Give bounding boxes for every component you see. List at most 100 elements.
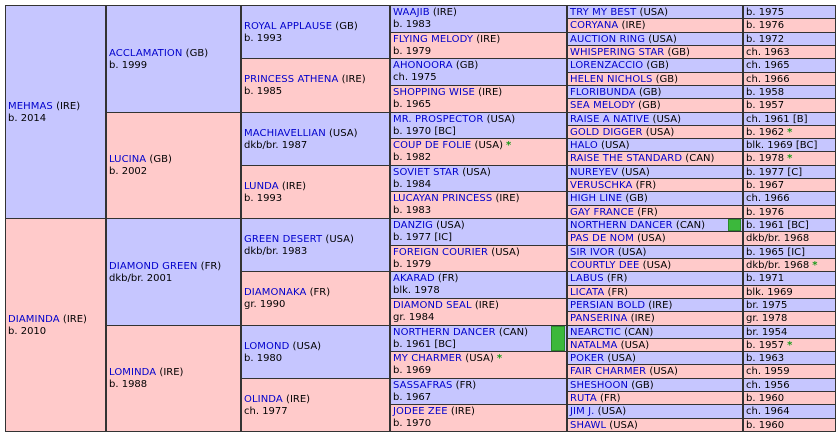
horse-name-link[interactable]: NUREYEV — [570, 167, 619, 178]
horse-info: ch. 1959 — [746, 366, 790, 377]
horse-info: b. 1960 — [746, 420, 785, 431]
horse-name-link[interactable]: MR. PROSPECTOR — [393, 114, 484, 125]
horse-name-line: CORYANA (IRE) — [570, 20, 646, 31]
horse-name-link[interactable]: JODEE ZEE — [393, 406, 448, 417]
pedigree-cell-gen4-11: AKARAD (FR) blk. 1978 — [390, 271, 567, 299]
horse-info: gr. 1990 — [244, 299, 286, 310]
horse-name-link[interactable]: SOVIET STAR — [393, 167, 460, 178]
pedigree-cell-gen4-7: SOVIET STAR (USA) b. 1984 — [390, 165, 567, 192]
horse-name-link[interactable]: VERUSCHKA — [570, 180, 633, 191]
horse-name-line: GOLD DIGGER (USA) — [570, 127, 675, 138]
horse-country: USA — [332, 127, 354, 139]
horse-name-link[interactable]: GAY FRANCE — [570, 207, 635, 218]
horse-name-link[interactable]: TRY MY BEST — [570, 7, 637, 18]
horse-name-link[interactable]: FAIR CHARMER — [570, 366, 647, 377]
pedigree-cell-gen5-6: HELEN NICHOLS (GB) — [567, 72, 743, 86]
horse-name-link[interactable]: NEARCTIC — [570, 327, 621, 338]
horse-name-link[interactable]: DIAMOND GREEN — [109, 260, 198, 272]
horse-name-link[interactable]: COUP DE FOLIE — [393, 140, 472, 151]
horse-name-link[interactable]: POKER — [570, 353, 605, 364]
horse-name-link[interactable]: ROYAL APPLAUSE — [244, 20, 333, 32]
horse-name-link[interactable]: DIAMONAKA — [244, 287, 307, 298]
pedigree-info-cell-gen5-8: b. 1957 — [743, 98, 836, 113]
horse-name-link[interactable]: LOMINDA — [109, 367, 157, 378]
horse-name-link[interactable]: CORYANA — [570, 20, 619, 31]
horse-country: IRE — [454, 406, 472, 417]
horse-name-link[interactable]: MACHIAVELLIAN — [244, 127, 326, 139]
pedigree-cell-gen5-5: LORENZACCIO (GB) — [567, 58, 743, 73]
horse-name-link[interactable]: RUTA — [570, 393, 597, 404]
horse-name-link[interactable]: MY CHARMER — [393, 353, 463, 364]
horse-country: FR — [611, 287, 625, 298]
horse-info: b. 1971 — [746, 273, 785, 284]
horse-name-line: LOMOND (USA) — [244, 340, 322, 352]
horse-name-line: SASSAFRAS (FR) — [393, 380, 477, 391]
horse-name-link[interactable]: PERSIAN BOLD — [570, 300, 646, 311]
horse-name-link[interactable]: HIGH LINE — [570, 193, 623, 204]
horse-name-link[interactable]: SIR IVOR — [570, 247, 615, 258]
horse-name-link[interactable]: SHAWL — [570, 420, 607, 431]
horse-info: b. 1961 [BC] — [746, 220, 809, 231]
horse-info: b. 1983 — [393, 205, 432, 216]
horse-name-link[interactable]: DIAMOND SEAL — [393, 300, 472, 311]
horse-name-link[interactable]: HALO — [570, 140, 598, 151]
horse-country: FR — [639, 180, 653, 191]
horse-country: GB — [642, 100, 657, 111]
horse-name-link[interactable]: FLORIBUNDA — [570, 87, 636, 98]
horse-country: USA — [495, 247, 516, 258]
horse-name-link[interactable]: SHOPPING WISE — [393, 87, 475, 98]
horse-name-link[interactable]: NORTHERN DANCER — [393, 327, 496, 338]
horse-name-line: VERUSCHKA (FR) — [570, 180, 657, 191]
pedigree-info-cell-gen5-1: b. 1975 — [743, 5, 836, 19]
horse-name-link[interactable]: SASSAFRAS — [393, 380, 453, 391]
horse-name-link[interactable]: AUCTION RING — [570, 34, 646, 45]
horse-name-line: PAS DE NOM (USA) — [570, 233, 666, 244]
horse-name-link[interactable]: LABUS — [570, 273, 604, 284]
horse-name-link[interactable]: JIM J. — [570, 406, 595, 417]
horse-name-line: WHISPERING STAR (GB) — [570, 47, 690, 58]
horse-name-link[interactable]: PAS DE NOM — [570, 233, 634, 244]
horse-info: ch. 1966 — [746, 193, 790, 204]
horse-name-link[interactable]: LUCAYAN PRINCESS — [393, 193, 493, 204]
pedigree-cell-gen5-31: JIM J. (USA) — [567, 404, 743, 419]
horse-name-link[interactable]: WHISPERING STAR — [570, 47, 665, 58]
horse-name-line: FAIR CHARMER (USA) — [570, 366, 678, 377]
horse-name-link[interactable]: LICATA — [570, 287, 605, 298]
horse-name-link[interactable]: SEA MELODY — [570, 100, 635, 111]
horse-name-link[interactable]: DANZIG — [393, 220, 433, 231]
horse-name-link[interactable]: NORTHERN DANCER — [570, 220, 673, 231]
horse-name-line: MR. PROSPECTOR (USA) — [393, 114, 516, 125]
horse-name-line: SOVIET STAR (USA) — [393, 167, 491, 178]
horse-name-link[interactable]: RAISE THE STANDARD — [570, 153, 683, 164]
pedigree-info-cell-gen5-20: dkb/br. 1968 * — [743, 258, 836, 272]
horse-name-link[interactable]: DIAMINDA — [8, 313, 60, 325]
horse-name-link[interactable]: ACCLAMATION — [109, 47, 183, 59]
horse-name-link[interactable]: FOREIGN COURIER — [393, 247, 489, 258]
horse-name-link[interactable]: WAAJIB — [393, 7, 430, 18]
horse-name-link[interactable]: AHONOORA — [393, 60, 453, 71]
horse-name-link[interactable]: OLINDA — [244, 393, 283, 405]
horse-name-link[interactable]: GREEN DESERT — [244, 233, 323, 245]
horse-info: ch. 1966 — [746, 74, 790, 85]
horse-name-link[interactable]: PRINCESS ATHENA — [244, 74, 339, 85]
horse-name-line: DIAMONAKA (FR) — [244, 287, 331, 298]
pedigree-cell-gen4-3: AHONOORA (GB) ch. 1975 — [390, 58, 567, 86]
horse-name-link[interactable]: MEHMAS — [8, 100, 53, 112]
horse-name-link[interactable]: LUNDA — [244, 180, 279, 192]
horse-country: GB — [459, 60, 475, 71]
horse-name-link[interactable]: HELEN NICHOLS — [570, 74, 653, 85]
horse-name-line: MACHIAVELLIAN (USA) — [244, 127, 358, 139]
horse-info: b. 1976 — [746, 207, 785, 218]
horse-name-link[interactable]: FLYING MELODY — [393, 34, 474, 45]
horse-name-link[interactable]: PANSERINA — [570, 313, 628, 324]
horse-info: b. 2014 — [8, 112, 47, 124]
horse-name-link[interactable]: LUCINA — [109, 154, 147, 165]
horse-name-link[interactable]: RAISE A NATIVE — [570, 114, 650, 125]
horse-name-link[interactable]: GOLD DIGGER — [570, 127, 643, 138]
horse-name-link[interactable]: COURTLY DEE — [570, 260, 640, 271]
horse-name-link[interactable]: SHESHOON — [570, 380, 629, 391]
horse-name-link[interactable]: AKARAD — [393, 273, 435, 284]
horse-name-link[interactable]: LORENZACCIO — [570, 60, 644, 71]
horse-name-link[interactable]: NATALMA — [570, 340, 618, 351]
horse-name-link[interactable]: LOMOND — [244, 340, 290, 352]
